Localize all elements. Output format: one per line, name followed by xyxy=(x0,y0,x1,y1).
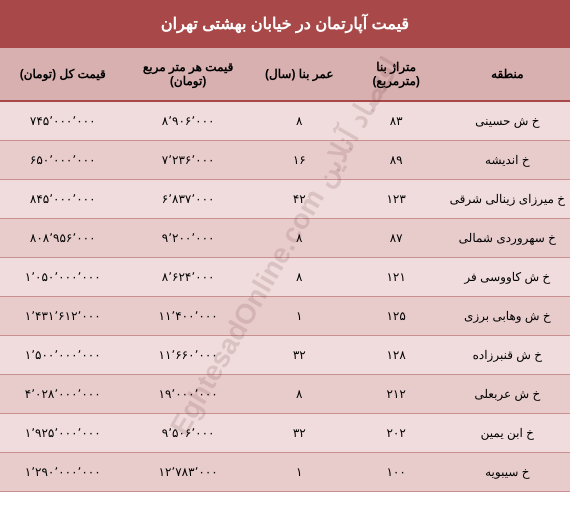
table-row: خ ش کاووسی فر ۱۲۱ ۸ ۸٬۶۲۴٬۰۰۰ ۱٬۰۵۰٬۰۰۰٬… xyxy=(0,258,570,297)
cell-price-sqm: ۱۱٬۴۰۰٬۰۰۰ xyxy=(125,297,250,336)
cell-total: ۸۴۵٬۰۰۰٬۰۰۰ xyxy=(0,180,125,219)
cell-region: خ ش کاووسی فر xyxy=(445,258,570,297)
cell-age: ۳۲ xyxy=(251,336,348,375)
cell-age: ۴۲ xyxy=(251,180,348,219)
cell-region: خ سیبویه xyxy=(445,453,570,492)
cell-region: خ اندیشه xyxy=(445,141,570,180)
cell-age: ۱ xyxy=(251,297,348,336)
table-row: خ ش حسینی ۸۳ ۸ ۸٬۹۰۶٬۰۰۰ ۷۴۵٬۰۰۰٬۰۰۰ xyxy=(0,101,570,141)
cell-area: ۱۰۰ xyxy=(348,453,445,492)
cell-price-sqm: ۷٬۲۳۶٬۰۰۰ xyxy=(125,141,250,180)
page-title: قیمت آپارتمان در خیابان بهشتی تهران xyxy=(0,0,570,48)
cell-region: خ ش حسینی xyxy=(445,101,570,141)
table-row: خ سیبویه ۱۰۰ ۱ ۱۲٬۷۸۳٬۰۰۰ ۱٬۲۹۰٬۰۰۰٬۰۰۰ xyxy=(0,453,570,492)
cell-price-sqm: ۶٬۸۳۷٬۰۰۰ xyxy=(125,180,250,219)
table-wrapper: قیمت آپارتمان در خیابان بهشتی تهران منطق… xyxy=(0,0,570,492)
cell-price-sqm: ۱۹٬۰۰۰٬۰۰۰ xyxy=(125,375,250,414)
cell-price-sqm: ۱۲٬۷۸۳٬۰۰۰ xyxy=(125,453,250,492)
cell-region: خ سهروردی شمالی xyxy=(445,219,570,258)
cell-area: ۲۱۲ xyxy=(348,375,445,414)
cell-total: ۸۰۸٬۹۵۶٬۰۰۰ xyxy=(0,219,125,258)
cell-price-sqm: ۸٬۶۲۴٬۰۰۰ xyxy=(125,258,250,297)
cell-age: ۸ xyxy=(251,258,348,297)
col-header-total: قیمت کل (تومان) xyxy=(0,48,125,101)
cell-area: ۱۲۵ xyxy=(348,297,445,336)
cell-age: ۸ xyxy=(251,219,348,258)
cell-total: ۱٬۹۲۵٬۰۰۰٬۰۰۰ xyxy=(0,414,125,453)
cell-price-sqm: ۱۱٬۶۶۰٬۰۰۰ xyxy=(125,336,250,375)
col-header-region: منطقه xyxy=(445,48,570,101)
cell-price-sqm: ۸٬۹۰۶٬۰۰۰ xyxy=(125,101,250,141)
cell-region: خ ش وهابی برزی xyxy=(445,297,570,336)
cell-age: ۳۲ xyxy=(251,414,348,453)
col-header-price-sqm: قیمت هر متر مربع (تومان) xyxy=(125,48,250,101)
table-row: خ ابن یمین ۲۰۲ ۳۲ ۹٬۵۰۶٬۰۰۰ ۱٬۹۲۵٬۰۰۰٬۰۰… xyxy=(0,414,570,453)
cell-area: ۱۲۸ xyxy=(348,336,445,375)
cell-area: ۱۲۱ xyxy=(348,258,445,297)
cell-total: ۱٬۰۵۰٬۰۰۰٬۰۰۰ xyxy=(0,258,125,297)
table-row: خ سهروردی شمالی ۸۷ ۸ ۹٬۲۰۰٬۰۰۰ ۸۰۸٬۹۵۶٬۰… xyxy=(0,219,570,258)
cell-price-sqm: ۹٬۵۰۶٬۰۰۰ xyxy=(125,414,250,453)
cell-area: ۸۷ xyxy=(348,219,445,258)
table-header-row: منطقه متراژ بنا (مترمربع) عمر بنا (سال) … xyxy=(0,48,570,101)
cell-age: ۸ xyxy=(251,375,348,414)
cell-total: ۱٬۲۹۰٬۰۰۰٬۰۰۰ xyxy=(0,453,125,492)
table-row: خ ش قنبرزاده ۱۲۸ ۳۲ ۱۱٬۶۶۰٬۰۰۰ ۱٬۵۰۰٬۰۰۰… xyxy=(0,336,570,375)
cell-total: ۱٬۵۰۰٬۰۰۰٬۰۰۰ xyxy=(0,336,125,375)
cell-area: ۲۰۲ xyxy=(348,414,445,453)
cell-age: ۱۶ xyxy=(251,141,348,180)
cell-region: خ ش عربعلی xyxy=(445,375,570,414)
cell-region: خ ابن یمین xyxy=(445,414,570,453)
col-header-age: عمر بنا (سال) xyxy=(251,48,348,101)
cell-total: ۱٬۴۳۱٬۶۱۲٬۰۰۰ xyxy=(0,297,125,336)
cell-area: ۸۳ xyxy=(348,101,445,141)
col-header-area: متراژ بنا (مترمربع) xyxy=(348,48,445,101)
table-row: خ میرزای زینالی شرقی ۱۲۳ ۴۲ ۶٬۸۳۷٬۰۰۰ ۸۴… xyxy=(0,180,570,219)
table-row: خ ش وهابی برزی ۱۲۵ ۱ ۱۱٬۴۰۰٬۰۰۰ ۱٬۴۳۱٬۶۱… xyxy=(0,297,570,336)
cell-age: ۱ xyxy=(251,453,348,492)
cell-price-sqm: ۹٬۲۰۰٬۰۰۰ xyxy=(125,219,250,258)
cell-total: ۷۴۵٬۰۰۰٬۰۰۰ xyxy=(0,101,125,141)
table-row: خ ش عربعلی ۲۱۲ ۸ ۱۹٬۰۰۰٬۰۰۰ ۴٬۰۲۸٬۰۰۰٬۰۰… xyxy=(0,375,570,414)
table-row: خ اندیشه ۸۹ ۱۶ ۷٬۲۳۶٬۰۰۰ ۶۵۰٬۰۰۰٬۰۰۰ xyxy=(0,141,570,180)
cell-total: ۶۵۰٬۰۰۰٬۰۰۰ xyxy=(0,141,125,180)
cell-area: ۸۹ xyxy=(348,141,445,180)
cell-age: ۸ xyxy=(251,101,348,141)
container: قیمت آپارتمان در خیابان بهشتی تهران منطق… xyxy=(0,0,570,492)
cell-total: ۴٬۰۲۸٬۰۰۰٬۰۰۰ xyxy=(0,375,125,414)
cell-region: خ میرزای زینالی شرقی xyxy=(445,180,570,219)
table-body: خ ش حسینی ۸۳ ۸ ۸٬۹۰۶٬۰۰۰ ۷۴۵٬۰۰۰٬۰۰۰ خ ا… xyxy=(0,101,570,492)
price-table: منطقه متراژ بنا (مترمربع) عمر بنا (سال) … xyxy=(0,48,570,492)
cell-region: خ ش قنبرزاده xyxy=(445,336,570,375)
cell-area: ۱۲۳ xyxy=(348,180,445,219)
